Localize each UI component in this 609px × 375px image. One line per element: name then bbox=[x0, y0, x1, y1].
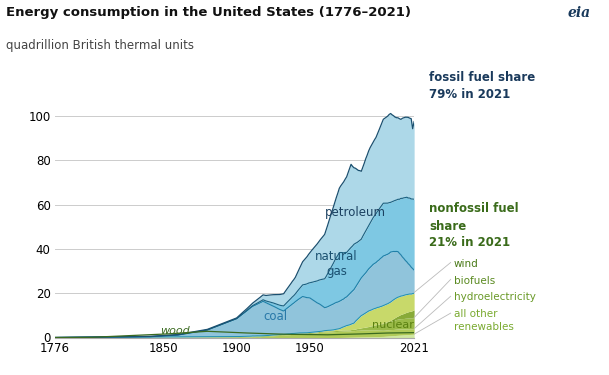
Text: petroleum: petroleum bbox=[325, 206, 385, 219]
Text: nuclear: nuclear bbox=[371, 320, 414, 330]
Text: fossil fuel share
79% in 2021: fossil fuel share 79% in 2021 bbox=[429, 71, 535, 101]
Text: wood: wood bbox=[160, 326, 190, 336]
Text: biofuels: biofuels bbox=[454, 276, 495, 286]
Text: Energy consumption in the United States (1776–2021): Energy consumption in the United States … bbox=[6, 6, 411, 19]
Text: renewables: renewables bbox=[454, 322, 513, 333]
Text: coal: coal bbox=[263, 310, 287, 323]
Text: natural
gas: natural gas bbox=[315, 251, 357, 279]
Text: all other: all other bbox=[454, 309, 497, 320]
Text: quadrillion British thermal units: quadrillion British thermal units bbox=[6, 39, 194, 53]
Text: eia: eia bbox=[568, 6, 591, 20]
Text: nonfossil fuel
share
21% in 2021: nonfossil fuel share 21% in 2021 bbox=[429, 202, 519, 249]
Text: wind: wind bbox=[454, 259, 479, 269]
Text: hydroelectricity: hydroelectricity bbox=[454, 292, 535, 303]
